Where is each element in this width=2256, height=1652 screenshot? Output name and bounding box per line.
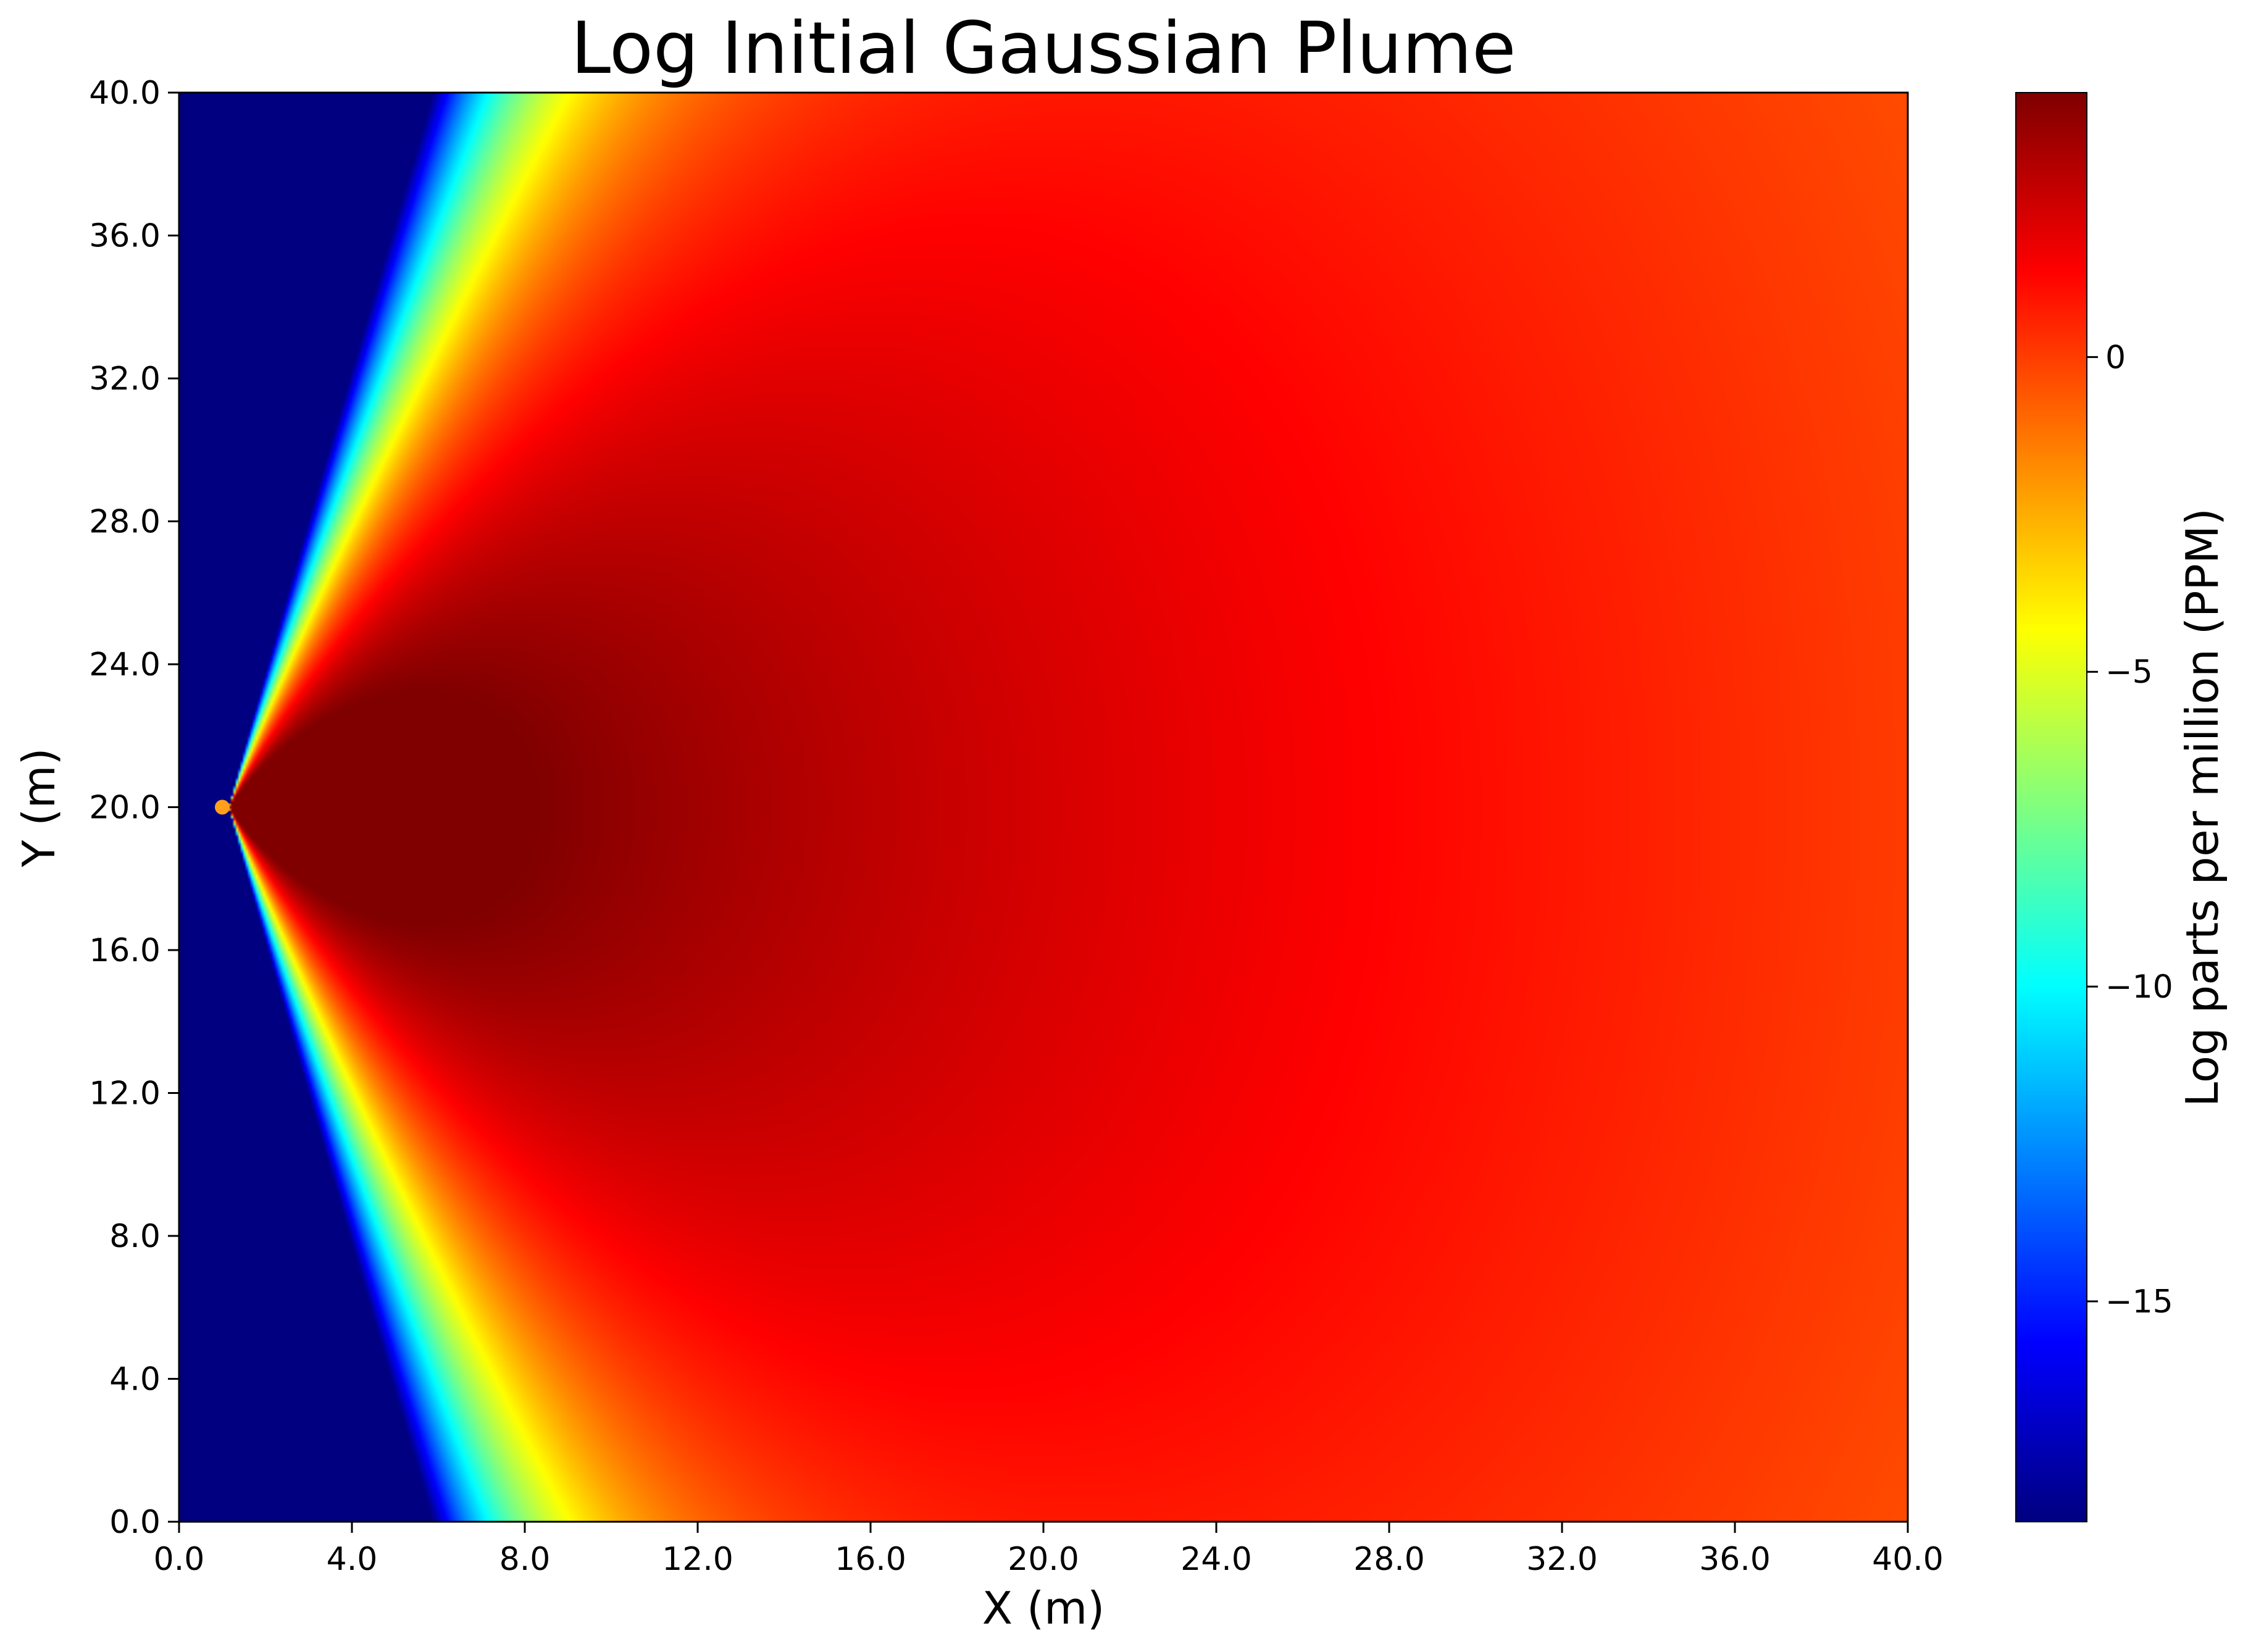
- y-tick-label: 0.0: [109, 1504, 161, 1541]
- chart-title: Log Initial Gaussian Plume: [570, 7, 1516, 90]
- colorbar-tick-label: 0: [2105, 339, 2126, 376]
- y-tick-label: 16.0: [89, 932, 161, 969]
- colorbar-label: Log parts per million (PPM): [2176, 508, 2228, 1107]
- y-tick-label: 4.0: [109, 1361, 161, 1398]
- colorbar-tick-label: −10: [2105, 969, 2173, 1006]
- y-tick-label: 24.0: [89, 646, 161, 683]
- x-tick-label: 20.0: [1008, 1541, 1079, 1578]
- x-tick-label: 12.0: [662, 1541, 733, 1578]
- y-axis-label: Y (m): [13, 748, 65, 867]
- x-tick-label: 24.0: [1180, 1541, 1252, 1578]
- y-tick-label: 8.0: [109, 1218, 161, 1255]
- y-tick-label: 28.0: [89, 504, 161, 541]
- x-tick-label: 32.0: [1526, 1541, 1598, 1578]
- source-point: [215, 799, 230, 815]
- colorbar-tick-label: −5: [2105, 654, 2153, 691]
- x-tick-label: 40.0: [1872, 1541, 1944, 1578]
- x-tick-label: 4.0: [327, 1541, 378, 1578]
- y-tick-label: 12.0: [89, 1075, 161, 1112]
- y-tick-label: 40.0: [89, 75, 161, 112]
- x-axis: 0.0 4.0 8.0 12.0 16.0 20.0 24.0 28.0 32.0 36.0 40.…: [154, 1522, 1944, 1578]
- y-tick-label: 32.0: [89, 361, 161, 398]
- plot-area: [178, 91, 1909, 1523]
- colorbar-tick-label: −15: [2105, 1283, 2173, 1320]
- x-tick-label: 16.0: [835, 1541, 906, 1578]
- x-tick-label: 36.0: [1699, 1541, 1771, 1578]
- y-tick-label: 36.0: [89, 218, 161, 255]
- y-tick-label: 20.0: [89, 790, 161, 827]
- x-tick-label: 0.0: [154, 1541, 205, 1578]
- colorbar-frame: [2015, 92, 2087, 1522]
- x-axis-label: X (m): [982, 1582, 1105, 1634]
- x-tick-label: 8.0: [499, 1541, 551, 1578]
- colorbar: 0 −5 −10 −15 Log parts per million (PPM): [2015, 92, 2228, 1522]
- colorbar-axis: 0 −5 −10 −15: [2087, 339, 2173, 1320]
- x-tick-label: 28.0: [1353, 1541, 1425, 1578]
- heatmap-image: [179, 93, 1908, 1522]
- colorbar-gradient: [2016, 93, 2087, 1522]
- y-axis: 0.0 4.0 8.0 12.0 16.0 20.0 24.0 28.0 32.0 36.0 40.…: [89, 75, 179, 1541]
